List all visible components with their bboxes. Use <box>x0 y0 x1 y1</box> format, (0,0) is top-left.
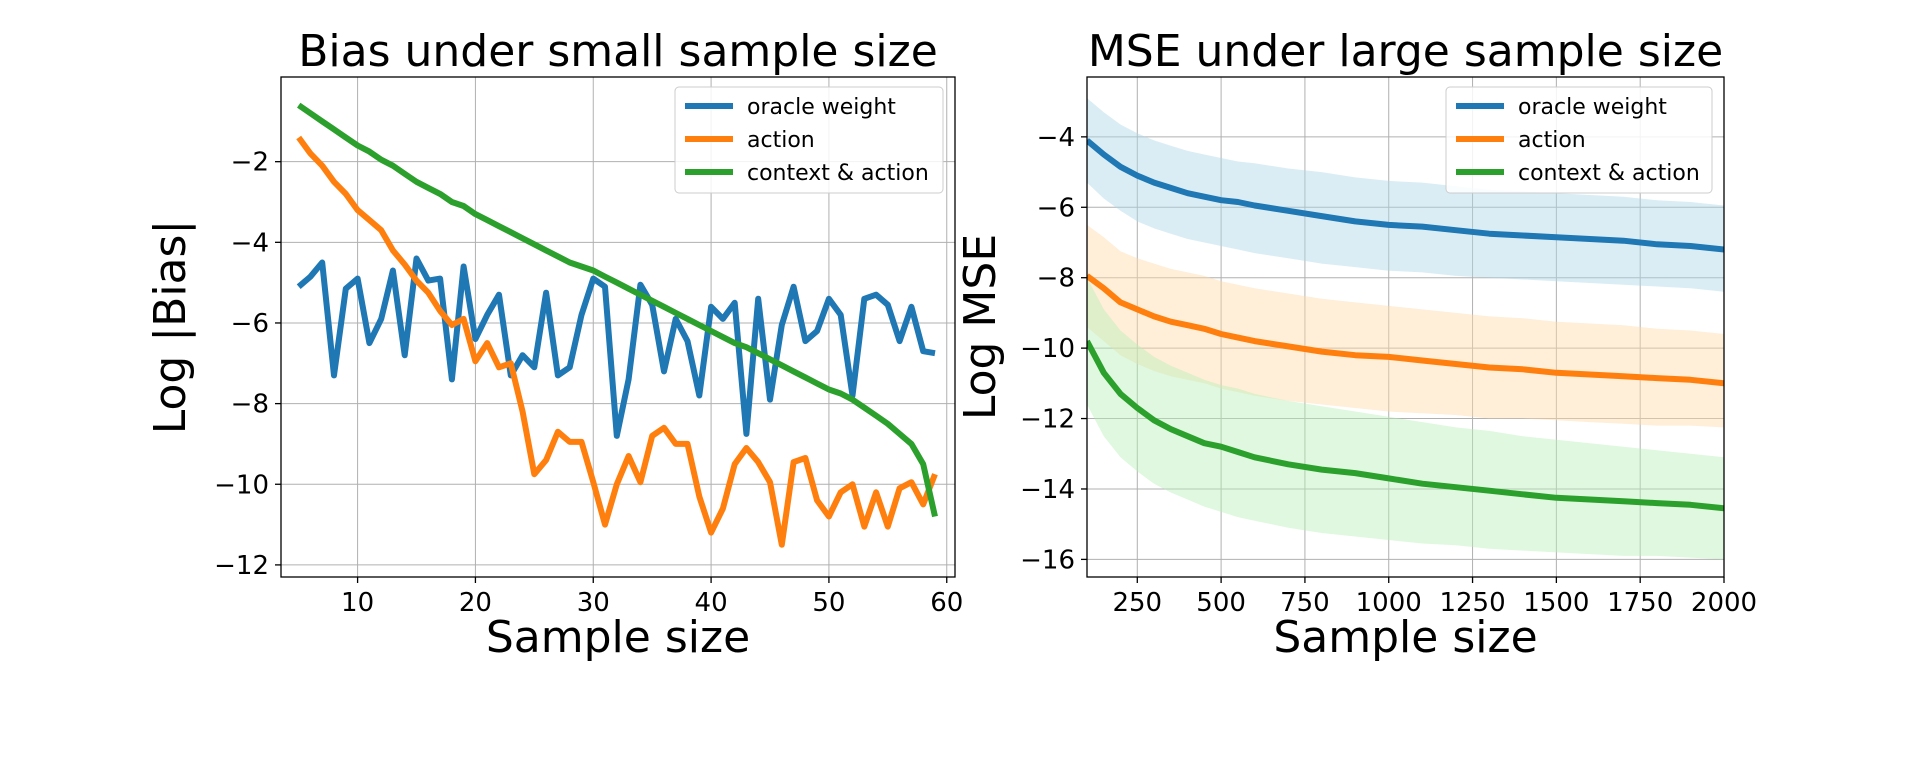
y-tick-label: −4 <box>1037 123 1075 153</box>
y-tick-label: −16 <box>1020 545 1075 575</box>
chart-title: Bias under small sample size <box>298 26 938 77</box>
legend-label: action <box>1518 128 1586 153</box>
y-tick-label: −8 <box>231 390 269 420</box>
x-tick-label: 1500 <box>1523 588 1589 618</box>
chart-2: 250 500 750 1000 1250 1500 1750 2000 −4 −6 −8 −10 −1… <box>955 26 1757 663</box>
x-tick-label: 60 <box>930 588 963 618</box>
legend-label: context & action <box>747 161 929 186</box>
y-tick-label: −6 <box>231 309 269 339</box>
x-tick-label: 1250 <box>1439 588 1505 618</box>
x-tick-label: 1000 <box>1356 588 1422 618</box>
x-tick-label: 10 <box>341 588 374 618</box>
x-axis-label: Sample size <box>486 612 750 663</box>
x-tick-label: 50 <box>812 588 845 618</box>
legend-box <box>674 86 944 194</box>
x-tick-label: 250 <box>1112 588 1162 618</box>
band-action <box>1087 224 1724 428</box>
x-tick-label: 1750 <box>1607 588 1673 618</box>
y-tick-label: −6 <box>1037 193 1075 223</box>
series-line-oracle-weight <box>296 255 936 439</box>
x-tick-label: 40 <box>695 588 728 618</box>
band-oracle-weight <box>1087 98 1724 292</box>
y-tick-label: −12 <box>214 551 269 581</box>
y-axis-label: Log |Bias| <box>145 220 196 435</box>
plot-area <box>296 102 938 548</box>
series-line-action <box>296 135 938 548</box>
chart-1: 10 20 30 40 50 60 −2 −4 −6 −8 −10 −12 Bias under sma… <box>145 26 963 663</box>
y-tick-label: −2 <box>231 148 269 178</box>
y-tick-label: −14 <box>1020 475 1075 505</box>
y-tick-label: −12 <box>1020 405 1075 435</box>
legend-label: context & action <box>1518 161 1700 186</box>
x-tick-label: 20 <box>459 588 492 618</box>
legend: oracle weight action context & action <box>1445 86 1713 194</box>
legend-label: oracle weight <box>747 95 896 120</box>
y-tick-label: −10 <box>214 470 269 500</box>
y-tick-label: −10 <box>1020 334 1075 364</box>
x-axis-label: Sample size <box>1273 612 1537 663</box>
x-tick-label: 2000 <box>1691 588 1757 618</box>
axes-frame <box>1086 76 1725 578</box>
legend-box <box>1445 86 1713 194</box>
x-tick-label: 750 <box>1280 588 1330 618</box>
x-tick-label: 30 <box>577 588 610 618</box>
chart-title: MSE under large sample size <box>1088 26 1723 77</box>
y-axis-label: Log MSE <box>955 234 1006 420</box>
y-tick-label: −4 <box>231 228 269 258</box>
y-tick-label: −8 <box>1037 264 1075 294</box>
plot-area <box>1087 98 1724 560</box>
series-line-oracle-weight <box>1087 138 1724 253</box>
legend-label: oracle weight <box>1518 95 1667 120</box>
legend-label: action <box>747 128 815 153</box>
axes-frame <box>280 76 956 578</box>
series-line-context-action <box>1087 339 1724 512</box>
x-tick-label: 500 <box>1196 588 1246 618</box>
series-line-action <box>1087 273 1724 387</box>
legend: oracle weight action context & action <box>674 86 944 194</box>
series-line-context-action <box>297 102 938 518</box>
band-context-action <box>1087 277 1724 560</box>
